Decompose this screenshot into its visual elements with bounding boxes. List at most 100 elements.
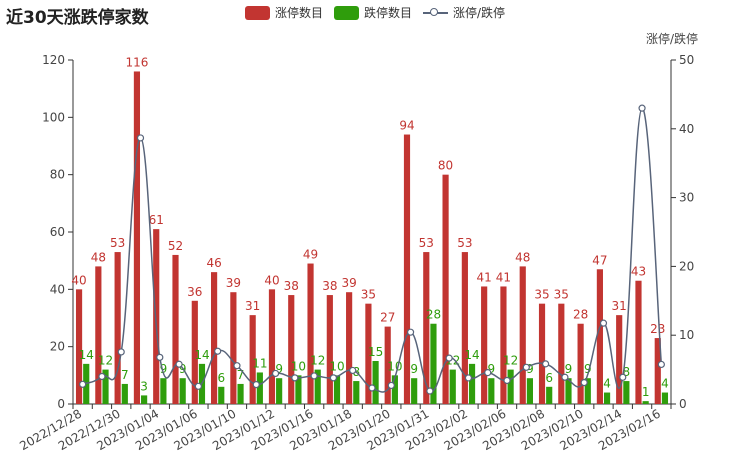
bar-down-label: 9 [410,362,418,376]
ratio-point [117,348,125,356]
legend-label-up: 涨停数目 [275,6,324,20]
bar-up [384,326,391,404]
bar-down [276,378,283,404]
y-right-tick-label: 10 [679,328,694,342]
bar-up [558,303,565,404]
legend-label-down: 跌停数目 [364,6,413,20]
bar-down-label: 9 [488,362,496,376]
bar-up-label: 80 [438,159,453,173]
bar-up-label: 39 [226,276,241,290]
bar-up-label: 43 [631,265,646,279]
y-right-tick-label: 20 [679,259,694,273]
bar-down-label: 14 [194,348,209,362]
bar-down [333,375,341,404]
bar-up [249,315,256,404]
ratio-point [503,376,511,385]
ratio-point [79,380,87,388]
bar-up [346,292,353,404]
ratio-point [156,353,164,361]
bar-up [577,323,584,404]
bar-down-label: 10 [291,359,306,373]
y-left-tick-label: 120 [42,53,65,67]
y-left-tick-label: 100 [42,110,65,124]
y-right-tick-label: 50 [679,53,694,67]
y-left-tick-label: 40 [50,282,65,296]
bar-up [461,252,468,404]
bar-down-label: 4 [603,377,611,391]
bar-down-label: 1 [642,385,650,399]
legend-label-ratio: 涨停/跌停 [453,6,506,20]
bar-up-label: 27 [380,311,395,325]
bar-up [75,289,83,404]
bar-up [500,286,507,404]
bar-up [616,315,623,404]
bar-up [596,269,603,404]
bar-up [230,292,237,404]
bar-up [654,338,661,404]
bar-down-label: 6 [545,371,553,385]
bar-down-label: 11 [252,356,267,370]
bar-up-label: 48 [515,250,530,264]
bar-down [160,378,167,404]
bar-down [642,401,649,404]
bar-down-label: 28 [426,308,441,322]
ratio-point [657,360,665,369]
bar-down-label: 3 [140,379,148,393]
ratio-point [194,382,202,390]
legend-swatch-down [334,5,359,20]
bar-up-label: 35 [361,288,376,302]
bar-up-label: 40 [264,273,279,287]
legend-item-down[interactable]: 跌停数目 [334,4,412,21]
bar-down-label: 15 [368,345,383,359]
legend-swatch-up [245,5,270,20]
bar-down [256,372,263,404]
ratio-point [310,372,318,380]
ratio-point [387,381,395,390]
bar-down [372,361,379,404]
bar-down-label: 14 [464,348,479,362]
bar-up [481,286,488,404]
bar-up [635,280,642,404]
y-left-tick-label: 20 [50,340,65,354]
bar-up-label: 38 [284,279,299,293]
bar-up-label: 61 [149,213,164,227]
bar-down-label: 12 [310,354,325,368]
bar-down-label: 9 [160,362,168,376]
bar-up [365,303,372,404]
bar-up-label: 53 [419,236,434,250]
ratio-point [329,374,338,382]
ratio-point [252,380,260,389]
bar-down [623,381,630,404]
bar-up-label: 53 [110,236,125,250]
ratio-point [233,362,241,370]
legend-line-ratio-icon [423,6,448,20]
ratio-point [214,347,222,355]
ratio-point [542,360,550,368]
y-left-tick-label: 80 [50,168,65,182]
bar-down [353,381,360,404]
bar-down [449,369,456,404]
bar-up [442,174,449,404]
bar-up-label: 49 [303,248,318,262]
legend-item-up[interactable]: 涨停数目 [245,4,323,21]
bar-down-label: 9 [565,362,573,376]
chart-title: 近30天涨跌停家数 [6,8,149,28]
ratio-point [175,360,183,368]
bar-down-label: 8 [623,365,631,379]
bar-up-label: 53 [457,236,472,250]
bar-up [307,263,314,404]
bar-down-label: 12 [503,354,518,368]
bar-up [403,134,411,405]
ratio-point [638,104,646,112]
bar-up [95,266,102,404]
ratio-point [561,373,569,381]
legend-item-ratio[interactable]: 涨停/跌停 [423,4,505,21]
ratio-point [349,366,357,375]
bar-down-label: 9 [584,362,592,376]
bar-up [211,272,218,404]
bar-down-label: 7 [121,368,129,382]
y-right-tick-label: 0 [679,397,687,411]
bar-down [507,369,514,404]
